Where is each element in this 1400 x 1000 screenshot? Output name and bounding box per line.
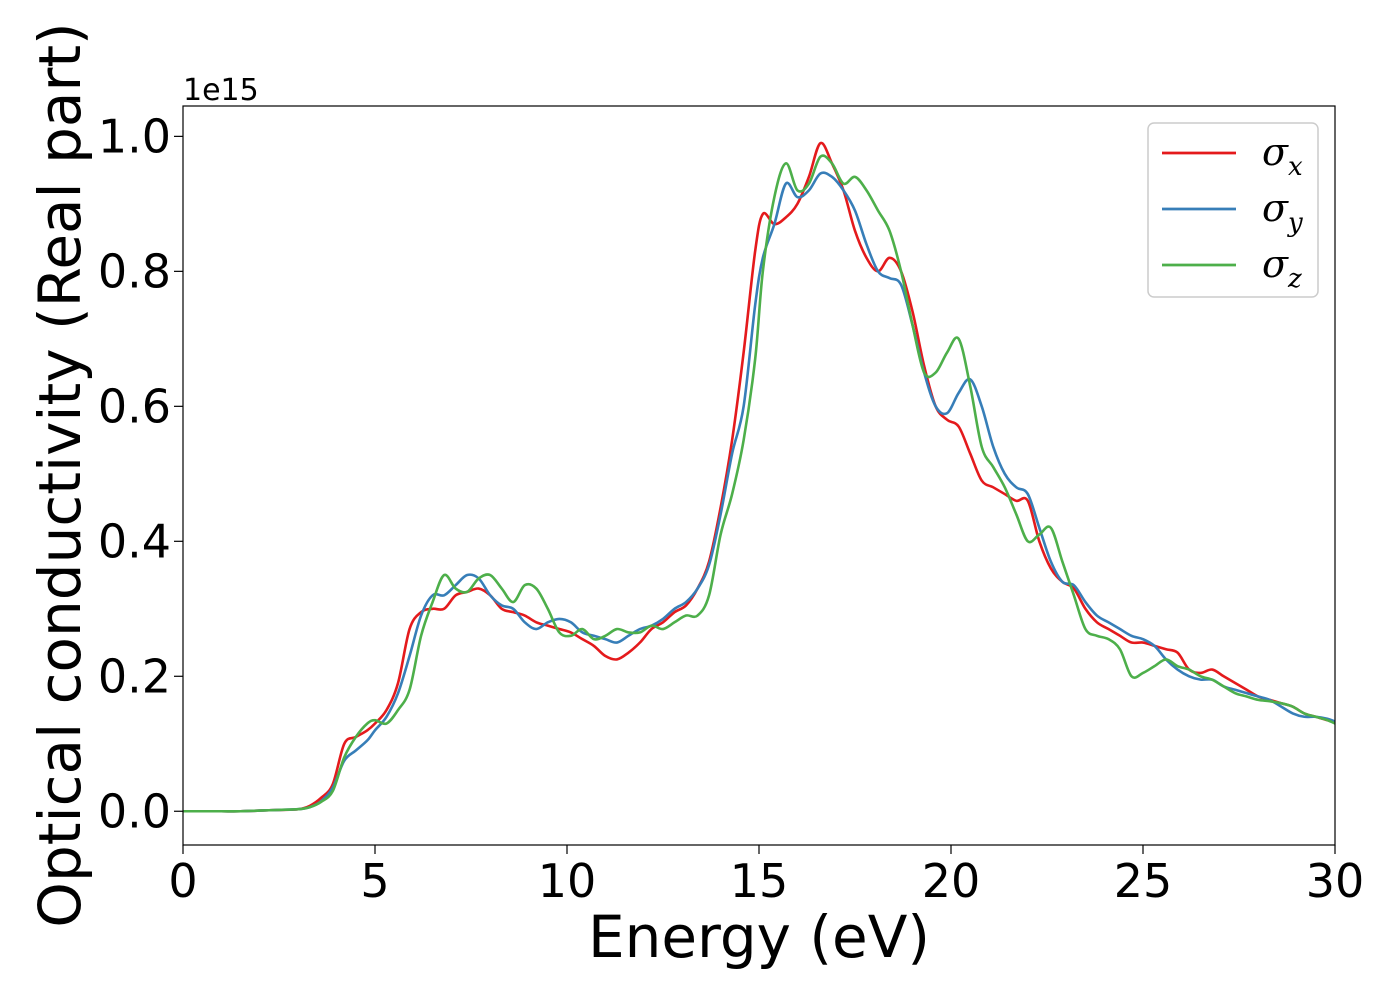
x-tick-label: 10	[538, 854, 597, 908]
y-tick-label: 0.4	[98, 514, 171, 568]
x-tick-label: 25	[1114, 854, 1173, 908]
y-axis-title: Optical conductivity (Real part)	[26, 22, 94, 927]
y-tick-label: 0.8	[98, 244, 171, 298]
y-tick-label: 0.0	[98, 784, 171, 838]
x-tick-label: 30	[1306, 854, 1365, 908]
y-axis-offset-label: 1e15	[183, 73, 259, 108]
y-tick-label: 1.0	[98, 109, 171, 163]
series-line-sigma-y	[183, 171, 1335, 813]
x-tick-label: 20	[922, 854, 981, 908]
series-line-sigma-z	[183, 154, 1335, 813]
x-tick-label: 5	[360, 854, 389, 908]
x-tick-label: 0	[168, 854, 197, 908]
series-layer	[183, 141, 1335, 813]
y-tick-label: 0.6	[98, 379, 171, 433]
y-axis-ticks: 0.0 0.2 0.4 0.6 0.8 1.0	[98, 109, 183, 838]
x-axis-title: Energy (eV)	[588, 903, 930, 971]
x-tick-label: 15	[730, 854, 789, 908]
y-tick-label: 0.2	[98, 649, 171, 703]
x-axis-ticks: 0 5 10 15 20 25 30	[168, 845, 1364, 908]
